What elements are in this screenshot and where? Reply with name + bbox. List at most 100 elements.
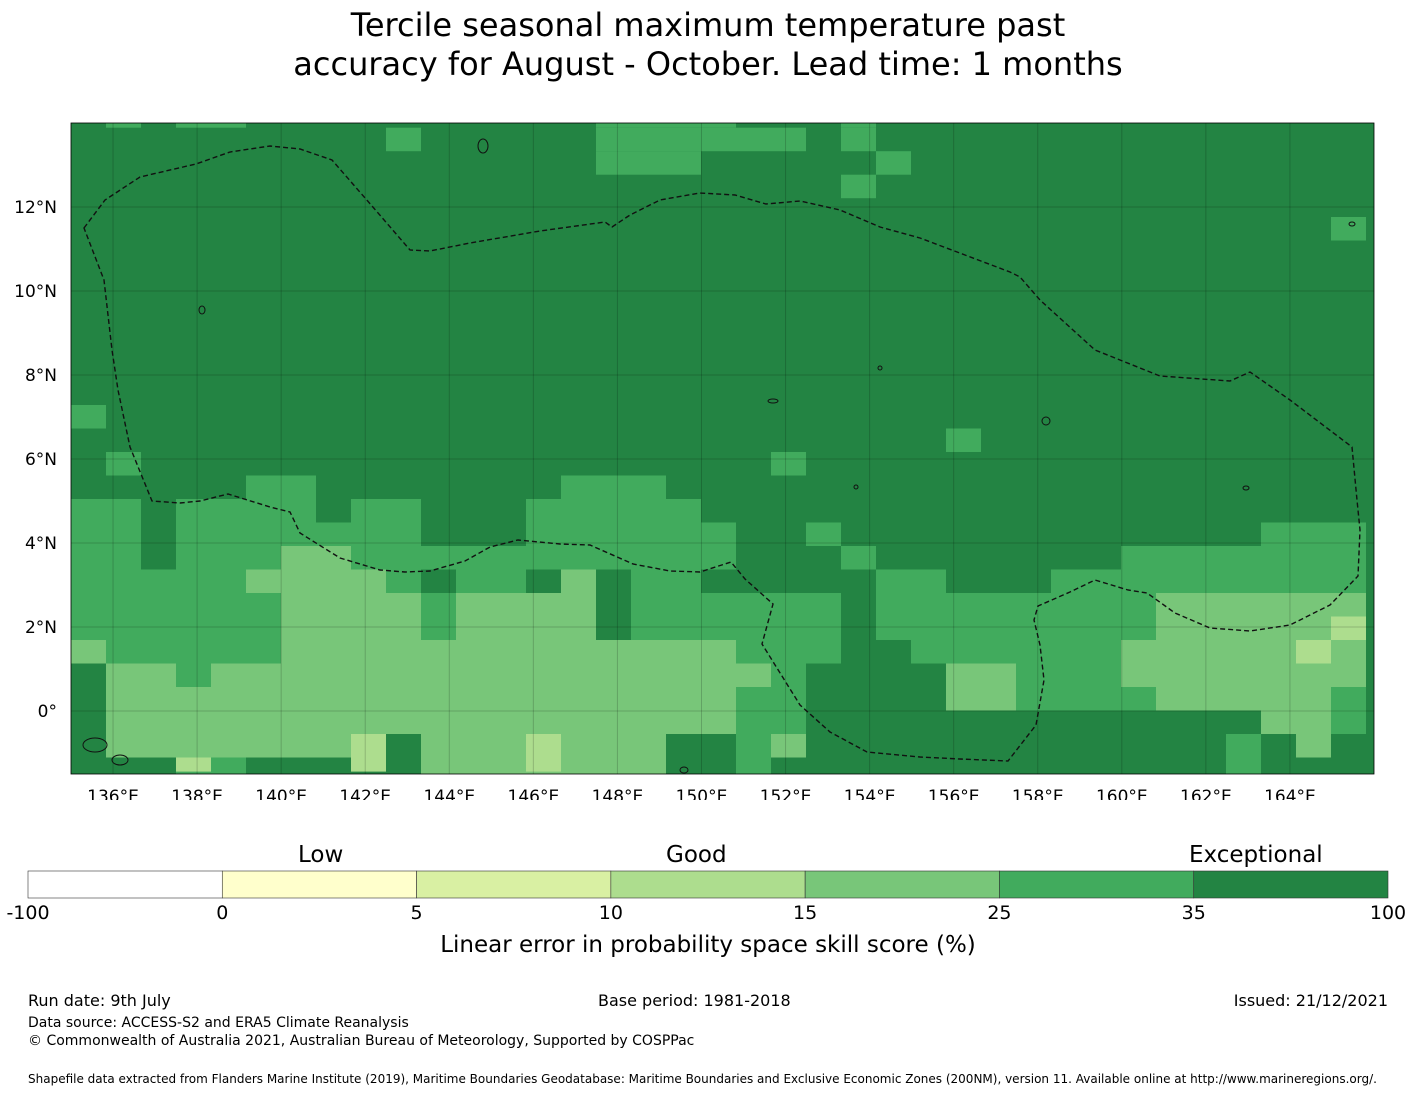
skill-cell <box>701 123 736 128</box>
colorbar-segment <box>804 870 1000 899</box>
map-frame <box>70 122 1375 775</box>
map-title-line2: accuracy for August - October. Lead time… <box>293 45 1123 83</box>
colorbar-segment <box>27 870 223 899</box>
colorbar-tick-label: 25 <box>987 902 1012 924</box>
island-outline <box>767 398 779 404</box>
lat-tick-label: 6°N <box>25 450 57 470</box>
colorbar-tick-label: 35 <box>1181 902 1206 924</box>
skill-cell <box>701 593 736 640</box>
island-outline <box>477 138 489 154</box>
island-outlines <box>82 138 1356 774</box>
island-outline <box>1242 485 1250 491</box>
skill-cell <box>841 593 876 617</box>
lon-tick-label: 150°E <box>676 787 728 800</box>
lat-lon-gridlines <box>71 123 1374 774</box>
island-outline <box>1041 416 1051 426</box>
category-low: Low <box>298 842 344 868</box>
lon-tick-label: 152°E <box>760 787 812 800</box>
longitude-tick-labels: 136°E 138°E 140°E 142°E 144°E 146°E 148°E 150°E… <box>87 787 1316 800</box>
skill-cell <box>386 593 421 734</box>
data-source: Data source: ACCESS-S2 and ERA5 Climate … <box>28 1015 409 1031</box>
colorbar-segment <box>221 870 417 899</box>
lon-tick-label: 142°E <box>339 787 391 800</box>
skill-cell <box>421 569 456 593</box>
skill-cell <box>841 127 876 152</box>
skill-cell <box>526 734 561 772</box>
base-period: Base period: 1981-2018 <box>598 991 791 1010</box>
map-title-line1: Tercile seasonal maximum temperature pas… <box>350 6 1066 44</box>
skill-cell <box>841 123 876 128</box>
category-good: Good <box>666 842 727 868</box>
skill-cell <box>631 640 666 774</box>
skill-cell <box>176 123 246 128</box>
skill-cell <box>876 640 911 664</box>
colorbar <box>27 870 1389 899</box>
skill-cell <box>1296 687 1331 734</box>
skill-cell <box>1296 640 1331 664</box>
skill-cell <box>1121 757 1156 774</box>
skill-cell <box>211 663 281 711</box>
colorbar-tick-label: 5 <box>410 902 423 924</box>
skill-cell <box>596 123 701 128</box>
skill-cell <box>701 522 736 570</box>
issued-date: Issued: 21/12/2021 <box>1233 991 1388 1010</box>
category-exceptional: Exceptional <box>1189 842 1323 868</box>
lat-tick-label: 0° <box>38 702 57 722</box>
island-outline <box>679 766 689 774</box>
lon-tick-label: 160°E <box>1096 787 1148 800</box>
shapefile-credit: Shapefile data extracted from Flanders M… <box>28 1072 1377 1086</box>
skill-cell <box>771 734 806 758</box>
skill-cell <box>1331 616 1366 640</box>
skill-cell <box>351 734 386 772</box>
colorbar-tick-label: 0 <box>216 902 229 924</box>
map-title: Tercile seasonal maximum temperature pas… <box>0 6 1416 84</box>
skill-cell <box>981 663 1016 711</box>
skill-cell <box>771 452 806 476</box>
skill-cell <box>1261 757 1296 774</box>
lon-tick-label: 136°E <box>87 787 139 800</box>
island-outline <box>877 365 883 371</box>
skill-cell <box>176 757 211 772</box>
skill-cell <box>246 569 316 593</box>
skill-cell <box>526 569 561 593</box>
colorbar-segment <box>416 870 612 899</box>
copyright: © Commonwealth of Australia 2021, Austra… <box>28 1033 695 1049</box>
colorbar-segment <box>1193 870 1389 899</box>
skill-cell <box>736 663 771 687</box>
island-outline <box>111 754 129 766</box>
skill-cell <box>71 640 106 664</box>
run-date: Run date: 9th July <box>28 991 171 1010</box>
skill-cell <box>106 452 141 476</box>
skill-cell <box>876 151 911 175</box>
colorbar-tick-label: 15 <box>793 902 818 924</box>
skill-cell <box>1191 734 1226 758</box>
eez-boundary <box>83 145 1361 762</box>
colorbar-label: Linear error in probability space skill … <box>440 932 976 958</box>
lon-tick-label: 164°E <box>1264 787 1316 800</box>
skill-cell <box>1156 687 1191 711</box>
island-outline <box>198 305 206 315</box>
island-outline <box>1348 221 1356 227</box>
colorbar-segment <box>610 870 806 899</box>
skill-cell <box>141 710 281 758</box>
skill-cell <box>71 405 106 429</box>
lon-tick-label: 146°E <box>508 787 560 800</box>
skill-cell <box>71 499 106 664</box>
colorbar-tick-label: 10 <box>598 902 623 924</box>
skill-cell <box>841 174 876 199</box>
skill-cell <box>351 499 421 546</box>
skill-cell <box>386 127 421 152</box>
island-outline <box>82 737 108 753</box>
skill-cell <box>631 499 701 640</box>
lon-tick-label: 140°E <box>255 787 307 800</box>
skill-cell <box>946 569 981 593</box>
lon-tick-label: 158°E <box>1012 787 1064 800</box>
skill-cell <box>1191 687 1261 711</box>
island-outline <box>853 484 859 490</box>
skill-cell <box>946 663 981 711</box>
skill-cell <box>596 151 701 175</box>
lat-tick-label: 4°N <box>25 534 57 554</box>
skill-cell <box>1261 687 1296 734</box>
lat-tick-label: 8°N <box>25 366 57 386</box>
skill-cell <box>1331 522 1366 570</box>
